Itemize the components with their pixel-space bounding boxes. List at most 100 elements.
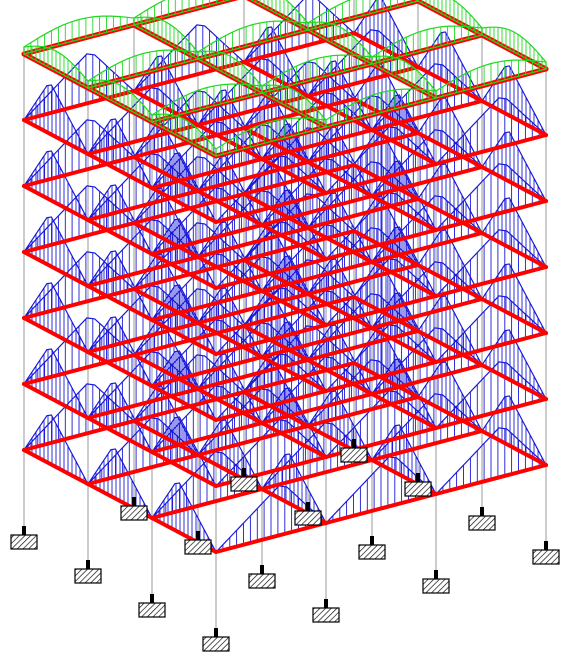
beam	[370, 297, 484, 330]
beam	[150, 223, 264, 256]
roof-moment-diagrams	[23, 0, 547, 157]
floor-diagram-outline	[87, 448, 154, 520]
beam	[370, 231, 484, 264]
support-block	[184, 539, 212, 555]
beam	[260, 157, 328, 195]
beam	[370, 99, 484, 132]
floor-diagram-outline	[23, 282, 90, 354]
support	[10, 526, 38, 550]
beam	[434, 331, 548, 364]
beam	[352, 295, 420, 333]
beam	[132, 287, 200, 325]
beam	[416, 395, 484, 433]
support-stub	[132, 497, 136, 506]
beam	[214, 257, 328, 290]
floor-diagram-outline	[151, 284, 218, 356]
beam	[196, 226, 310, 259]
beam	[132, 221, 200, 259]
floor-diagram-outline	[151, 218, 218, 290]
roof-diagram-outline	[307, 21, 373, 65]
support-stub	[544, 541, 548, 550]
support	[74, 560, 102, 584]
beam	[416, 131, 484, 169]
support	[468, 507, 496, 531]
beam	[150, 318, 218, 356]
beam	[434, 265, 548, 298]
support	[184, 531, 212, 555]
support-stub	[352, 439, 356, 448]
floor-diagram-outline	[23, 348, 90, 420]
beam	[434, 463, 548, 496]
beam	[150, 487, 264, 520]
beam	[260, 289, 328, 327]
support-block	[468, 515, 496, 531]
beam	[352, 229, 420, 267]
beam	[260, 392, 374, 425]
beam	[352, 97, 420, 135]
support	[532, 541, 560, 565]
beam	[480, 429, 548, 467]
roof-diagram-outline	[133, 16, 199, 60]
roof-diagram-outline	[23, 45, 89, 89]
support-block	[138, 602, 166, 618]
beam	[324, 294, 438, 327]
beam	[410, 0, 421, 4]
beam	[86, 255, 200, 288]
support-stub	[150, 594, 154, 603]
support-stub	[434, 570, 438, 579]
beam	[306, 292, 374, 330]
beam	[370, 194, 438, 232]
beam	[242, 390, 310, 428]
support-block	[202, 636, 230, 652]
beam	[150, 289, 264, 322]
roof-diagram-outline	[417, 0, 483, 36]
support-stub	[480, 507, 484, 516]
beam	[324, 360, 438, 393]
beam	[150, 252, 218, 290]
beam	[22, 184, 90, 222]
support	[340, 439, 368, 463]
beam	[214, 521, 328, 554]
support-stub	[324, 599, 328, 608]
beam	[416, 329, 484, 367]
support-block	[230, 476, 258, 492]
floor-diagram-outline	[23, 150, 90, 222]
beam	[370, 392, 438, 430]
beam	[132, 155, 200, 193]
beam	[434, 397, 548, 430]
support	[422, 570, 450, 594]
support	[202, 628, 230, 652]
beam	[86, 218, 154, 256]
beam	[260, 223, 328, 261]
beam	[132, 353, 200, 391]
beam	[196, 321, 264, 359]
beam	[370, 260, 438, 298]
roof-diagram-outline	[371, 55, 437, 99]
beam	[370, 326, 438, 364]
beam	[324, 228, 438, 261]
beam	[260, 326, 374, 359]
support-block	[120, 505, 148, 521]
beam	[260, 458, 374, 491]
beam	[86, 284, 154, 322]
support-stub	[242, 468, 246, 477]
floor-diagram-outline	[23, 414, 90, 486]
beam	[242, 192, 310, 230]
beam	[86, 189, 200, 222]
support-stub	[86, 560, 90, 569]
beam	[22, 221, 136, 254]
floor-diagram-outline	[151, 482, 218, 554]
beam	[306, 160, 374, 198]
beam	[86, 453, 200, 486]
beam	[86, 152, 154, 190]
floor-diagram-outline	[87, 184, 154, 256]
beam	[22, 250, 90, 288]
beam	[306, 358, 374, 396]
support	[294, 502, 322, 526]
floor-diagram-outline	[87, 316, 154, 388]
roof-diagram-outline	[481, 26, 547, 70]
roof-diagram-outline	[250, 0, 309, 31]
beam	[306, 131, 420, 164]
